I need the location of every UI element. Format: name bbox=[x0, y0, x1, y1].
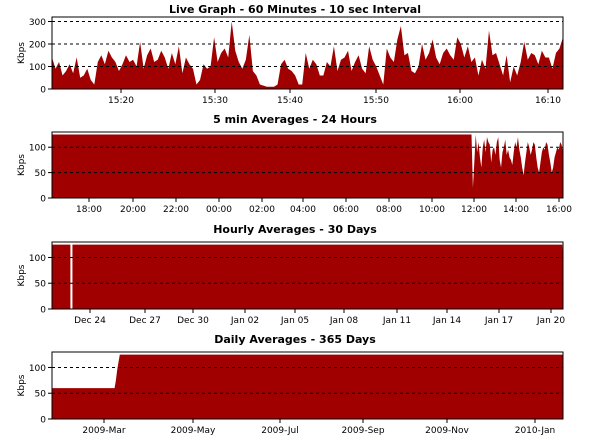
y-tick-label: 300 bbox=[29, 18, 46, 28]
x-tick-label: Jan 02 bbox=[230, 316, 259, 326]
chart-title: Daily Averages - 365 Days bbox=[214, 333, 376, 346]
x-tick-label: 06:00 bbox=[333, 205, 359, 215]
plot-frame bbox=[51, 241, 564, 310]
x-tick-label: 16:10 bbox=[535, 96, 561, 106]
x-tick-label: Jan 17 bbox=[484, 316, 513, 326]
x-tick-label: 15:20 bbox=[108, 96, 134, 106]
y-axis-label: Kbps bbox=[17, 374, 27, 396]
x-tick-label: Dec 24 bbox=[74, 316, 106, 326]
y-axis-label: Kbps bbox=[17, 154, 27, 176]
x-tick-label: 15:50 bbox=[363, 96, 389, 106]
y-tick-label: 0 bbox=[40, 306, 46, 316]
x-tick-label: 02:00 bbox=[249, 205, 275, 215]
y-tick-label: 100 bbox=[29, 144, 46, 154]
x-tick-label: 2009-May bbox=[171, 426, 216, 436]
chart-daily: Daily Averages - 365 Days 0 50 100 Kbps 2009… bbox=[0, 330, 590, 437]
x-tick-label: 00:00 bbox=[206, 205, 232, 215]
chart-5min: 5 min Averages - 24 Hours 0 50 100 Kbps 18:0… bbox=[0, 110, 590, 218]
x-tick-label: 18:00 bbox=[76, 205, 102, 215]
x-tick-label: 2009-Sep bbox=[341, 426, 384, 436]
x-tick-label: 22:00 bbox=[163, 205, 189, 215]
x-tick-label: 16:00 bbox=[447, 96, 473, 106]
x-tick-label: 15:30 bbox=[202, 96, 228, 106]
plot-frame bbox=[51, 131, 564, 199]
x-tick-label: Jan 14 bbox=[432, 316, 461, 326]
plot-frame bbox=[51, 16, 564, 90]
x-tick-label: 2009-Mar bbox=[82, 426, 125, 436]
x-tick-label: 2009-Nov bbox=[425, 426, 469, 436]
y-axis-label: Kbps bbox=[17, 42, 27, 64]
chart-live: Live Graph - 60 Minutes - 10 sec Interva… bbox=[0, 0, 590, 108]
chart-title: 5 min Averages - 24 Hours bbox=[213, 113, 377, 126]
x-tick-label: 15:40 bbox=[277, 96, 303, 106]
series-area bbox=[52, 134, 563, 198]
chart-title: Live Graph - 60 Minutes - 10 sec Interva… bbox=[169, 3, 421, 16]
x-tick-label: 12:00 bbox=[461, 205, 487, 215]
y-tick-label: 0 bbox=[40, 416, 46, 426]
y-tick-label: 0 bbox=[40, 195, 46, 205]
x-tick-label: Jan 05 bbox=[280, 316, 309, 326]
y-tick-label: 100 bbox=[29, 364, 46, 374]
y-tick-label: 50 bbox=[35, 169, 47, 179]
x-tick-label: 16:00 bbox=[546, 205, 572, 215]
series-area bbox=[52, 21, 563, 89]
x-tick-label: Dec 30 bbox=[177, 316, 209, 326]
x-tick-label: Jan 20 bbox=[536, 316, 565, 326]
x-tick-label: 2009-Jul bbox=[261, 426, 299, 436]
chart-title: Hourly Averages - 30 Days bbox=[213, 223, 377, 236]
x-tick-label: 2010-Jan bbox=[515, 426, 556, 436]
x-tick-label: Jan 11 bbox=[382, 316, 411, 326]
y-tick-label: 100 bbox=[29, 254, 46, 264]
chart-hourly: Hourly Averages - 30 Days 0 50 100 Kbps Dec … bbox=[0, 220, 590, 328]
y-tick-label: 100 bbox=[29, 63, 46, 73]
x-tick-label: 10:00 bbox=[419, 205, 445, 215]
y-tick-label: 200 bbox=[29, 41, 46, 51]
y-tick-label: 0 bbox=[40, 86, 46, 96]
y-tick-label: 50 bbox=[35, 390, 47, 400]
y-axis-label: Kbps bbox=[17, 264, 27, 286]
x-tick-label: 14:00 bbox=[503, 205, 529, 215]
y-tick-label: 50 bbox=[35, 280, 47, 290]
x-tick-label: 08:00 bbox=[376, 205, 402, 215]
series-area bbox=[52, 354, 563, 419]
data-gap bbox=[70, 242, 73, 309]
x-tick-label: Dec 27 bbox=[129, 316, 161, 326]
chart-live-svg: 0 100 200 300 Kbps 15:20 15:30 15:40 15:50 16:00 1… bbox=[17, 16, 564, 106]
x-tick-label: 04:00 bbox=[290, 205, 316, 215]
x-tick-label: 20:00 bbox=[120, 205, 146, 215]
x-tick-label: Jan 08 bbox=[329, 316, 358, 326]
plot-frame bbox=[51, 351, 564, 420]
series-area bbox=[52, 244, 563, 309]
